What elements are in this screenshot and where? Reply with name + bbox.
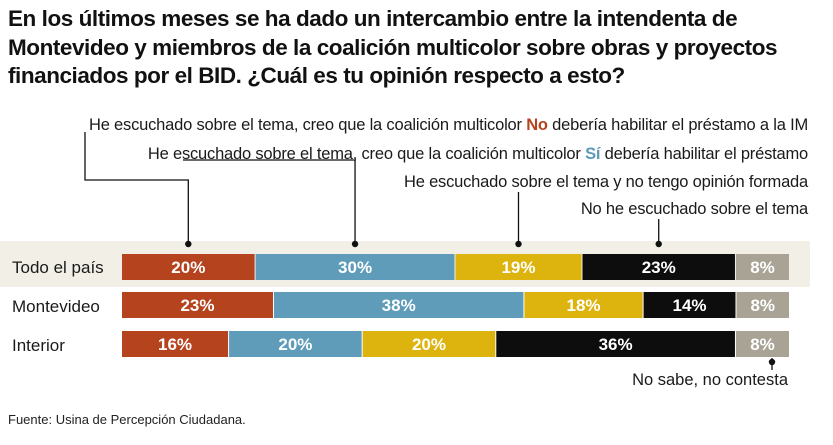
leader-dot-nsnc (768, 358, 776, 366)
legend-si-prefix: He escuchado sobre el tema, creo que la … (147, 145, 586, 163)
chart-title: En los últimos meses se ha dado un inter… (8, 6, 778, 88)
legend-no-suffix: debería habilitar el préstamo a la IM (547, 116, 808, 134)
value-label-montevideo-series-2: 38% (382, 296, 416, 315)
bar-montevideo-series-1 (122, 292, 273, 318)
value-label-montevideo-series-5: 8% (750, 296, 775, 315)
value-label-montevideo-series-1: 23% (180, 296, 214, 315)
bar-todo-el-pais-series-3 (455, 254, 582, 280)
bars: 20% 30% 19% 23% 8% 23% 38% 18% 14% 8% 16% 20% 20% 36%… (122, 254, 789, 357)
leader-dot-no-opinion (515, 240, 522, 248)
value-label-montevideo-series-3: 18% (566, 296, 600, 315)
value-label-todo-el-pais-series-1: 20% (171, 258, 205, 277)
legend-no-prefix: He escuchado sobre el tema, creo que la … (88, 116, 527, 134)
value-label-todo-el-pais-series-5: 8% (750, 258, 775, 277)
legend-no-key: No (526, 116, 548, 134)
value-label-todo-el-pais-series-3: 19% (501, 258, 535, 277)
value-label-todo-el-pais-series-4: 23% (642, 258, 676, 277)
bar-montevideo-series-5 (736, 292, 789, 318)
leader-dot-not-heard (655, 240, 662, 248)
legend-entry-si: He escuchado sobre el tema, creo que la … (148, 145, 808, 164)
value-label-montevideo-series-4: 14% (673, 296, 707, 315)
leader-line-no (84, 132, 189, 242)
legend-leader-lines (84, 132, 776, 370)
value-label-interior-series-2: 20% (278, 335, 312, 354)
legend-si-key: Sí (585, 145, 601, 163)
bar-todo-el-pais-series-1 (122, 254, 255, 280)
bar-todo-el-pais-series-5 (735, 254, 789, 280)
bar-interior-series-2 (229, 331, 362, 357)
bar-interior-series-1 (122, 331, 229, 357)
row-label-montevideo: Montevideo (12, 297, 100, 316)
value-label-interior-series-1: 16% (158, 335, 192, 354)
value-label-interior-series-5: 8% (750, 335, 775, 354)
legend-entry-no: He escuchado sobre el tema, creo que la … (89, 116, 808, 135)
bar-montevideo-series-3 (524, 292, 643, 318)
row-label-todo-el-pais: Todo el país (12, 258, 104, 277)
bar-interior-series-4 (496, 331, 735, 357)
legend-si-suffix: debería habilitar el préstamo (600, 145, 809, 163)
legend-entry-not-heard: No he escuchado sobre el tema (580, 200, 808, 218)
bar-interior-series-5 (735, 331, 789, 357)
leader-dot-si (351, 240, 359, 248)
leader-dot-no (185, 240, 192, 248)
value-label-interior-series-3: 20% (412, 335, 446, 354)
value-label-todo-el-pais-series-2: 30% (338, 258, 372, 277)
value-label-interior-series-4: 36% (599, 335, 633, 354)
bar-todo-el-pais-series-4 (582, 254, 735, 280)
bar-interior-series-3 (362, 331, 496, 357)
row-label-interior: Interior (12, 336, 65, 355)
bar-montevideo-series-2 (273, 292, 524, 318)
bar-montevideo-series-4 (643, 292, 736, 318)
bar-todo-el-pais-series-2 (255, 254, 455, 280)
legend-entry-no-opinion: He escuchado sobre el tema y no tengo op… (404, 173, 808, 191)
nsnc-label: No sabe, no contesta (632, 371, 788, 389)
leader-line-si (183, 159, 356, 242)
source-note: Fuente: Usina de Percepción Ciudadana. (8, 412, 246, 427)
